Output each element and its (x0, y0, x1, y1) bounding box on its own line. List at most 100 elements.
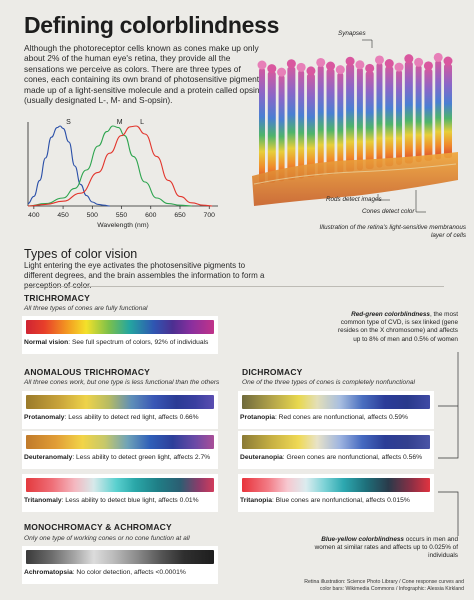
deuteranomaly-term: Deuteranomaly (24, 454, 73, 461)
types-heading: Types of color vision (24, 247, 138, 261)
retina-rod-cell (365, 71, 374, 169)
retina-rod-cell (278, 75, 285, 182)
page-title: Defining colorblindness (24, 12, 280, 38)
retina-synapse (335, 65, 345, 75)
tritanomaly-term: Tritanomaly (24, 497, 62, 504)
deuteranopia-bar (242, 435, 430, 449)
retina-rod-cell (326, 69, 335, 175)
intro-paragraph: Although the photoreceptor cells known a… (24, 43, 262, 106)
retina-synapse (345, 56, 355, 66)
retina-synapse (433, 52, 443, 62)
retina-rod-cell (396, 70, 403, 165)
x-tick-label: 700 (204, 212, 216, 219)
retina-rod-cell (317, 65, 324, 176)
x-tick-label: 600 (145, 212, 157, 219)
mono-sub: Only one type of working cones or no con… (24, 535, 190, 542)
protanomaly-bar (26, 395, 214, 409)
rods-label: Rods detect images (326, 196, 382, 203)
blue-yellow-text: occurs in men and women at similar rates… (314, 536, 458, 560)
protanopia-term: Protanopia (240, 414, 275, 421)
retina-synapse (326, 61, 336, 71)
protanomaly-card: Protanomaly: Less ability to detect red … (22, 391, 218, 429)
achromatopsia-desc: : No color detection, affects <0.0001% (72, 569, 186, 576)
retina-rod-cell (404, 61, 413, 164)
retina-caption: Illustration of the retina's light-sensi… (319, 224, 466, 239)
dichromacy-sub: One of the three types of cones is compl… (242, 379, 416, 386)
retina-synapse (296, 62, 306, 72)
series-line-S (27, 125, 110, 207)
retina-synapse (267, 64, 277, 74)
x-axis-label: Wavelength (nm) (97, 222, 149, 229)
retina-rod-cell (385, 66, 394, 167)
red-green-note: Red-green colorblindness, the most commo… (334, 311, 458, 344)
series-line-M (27, 125, 192, 207)
retina-rod-cell (444, 64, 452, 158)
blue-yellow-term: Blue-yellow colorblindness (321, 536, 404, 543)
series-label-L: L (140, 119, 144, 126)
mono-heading: MONOCHROMACY & ACHROMACY (24, 522, 172, 532)
retina-rod-cell (267, 71, 276, 183)
retina-rod-cell (259, 68, 265, 184)
retina-synapse (306, 66, 316, 76)
synapses-label: Synapses (338, 30, 366, 37)
deuteranopia-card: Deuteranopia: Green cones are nonfunctio… (238, 431, 434, 469)
retina-illustration (252, 39, 458, 213)
retina-synapse (394, 62, 404, 72)
retina-synapse (286, 59, 296, 69)
deuteranomaly-desc: : Less ability to detect green light, af… (72, 454, 211, 461)
trichromacy-sub: All three types of cones are fully funct… (24, 305, 148, 312)
normal-vision-bar (26, 320, 214, 334)
retina-rod-cell (306, 73, 315, 178)
cones-label: Cones detect color (362, 208, 415, 215)
normal-vision-term: Normal vision (24, 339, 69, 346)
retina-synapse (365, 63, 375, 73)
achromatopsia-bar (26, 550, 214, 564)
protanopia-desc: : Red cones are nonfunctional, affects 0… (274, 414, 408, 421)
blue-yellow-bracket (438, 491, 459, 536)
tritanopia-desc: : Blue cones are nonfunctional, affects … (271, 497, 410, 504)
red-green-bracket (438, 352, 459, 459)
deuteranomaly-bar (26, 435, 214, 449)
retina-synapse (423, 61, 433, 71)
types-body: Light entering the eye activates the pho… (24, 261, 265, 290)
normal-vision-card: Normal vision: See full spectrum of colo… (22, 316, 218, 354)
x-tick-label: 650 (174, 212, 186, 219)
red-green-term: Red-green colorblindness (351, 311, 430, 318)
normal-vision-desc: : See full spectrum of colors, 92% of in… (68, 339, 209, 346)
x-tick-label: 400 (28, 212, 40, 219)
retina-synapse (384, 59, 394, 69)
retina-rod-cell (298, 70, 305, 179)
blue-yellow-note: Blue-yellow colorblindness occurs in men… (314, 536, 458, 561)
deuteranopia-term: Deuteranopia (240, 454, 283, 461)
protanopia-card: Protanopia: Red cones are nonfunctional,… (238, 391, 434, 429)
deuteranomaly-card: Deuteranomaly: Less ability to detect gr… (22, 431, 218, 469)
credit-line: Retina illustration: Science Photo Libra… (304, 579, 464, 592)
retina-synapse (443, 56, 453, 66)
protanomaly-term: Protanomaly (24, 414, 65, 421)
anomalous-heading: ANOMALOUS TRICHROMACY (24, 367, 151, 377)
retina-rod-cell (415, 65, 422, 163)
retina-rod-cell (424, 68, 433, 161)
retina-synapse (404, 54, 414, 64)
tritanopia-card: Tritanopia: Blue cones are nonfunctional… (238, 474, 434, 512)
achromatopsia-card: Achromatopsia: No color detection, affec… (22, 546, 218, 584)
tritanopia-term: Tritanopia (240, 497, 272, 504)
x-tick-label: 500 (87, 212, 99, 219)
retina-synapse (374, 55, 384, 65)
retina-synapse (414, 57, 424, 67)
retina-rod-cell (435, 60, 442, 160)
protanopia-bar (242, 395, 430, 409)
retina-rod-cell (337, 72, 344, 174)
retina-rod-cell (356, 67, 363, 171)
protanomaly-desc: : Less ability to detect red light, affe… (64, 414, 199, 421)
tritanomaly-desc: : Less ability to detect blue light, aff… (61, 497, 199, 504)
retina-rod-cell (346, 64, 355, 172)
anomalous-sub: All three cones work, but one type is le… (24, 379, 220, 386)
x-tick-label: 450 (57, 212, 69, 219)
retina-synapse (316, 57, 326, 67)
deuteranopia-desc: : Green cones are nonfunctional, affects… (282, 454, 423, 461)
tritanomaly-bar (26, 478, 214, 492)
tritanomaly-card: Tritanomaly: Less ability to detect blue… (22, 474, 218, 512)
achromatopsia-term: Achromatopsia (24, 569, 73, 576)
retina-synapse (257, 60, 267, 70)
